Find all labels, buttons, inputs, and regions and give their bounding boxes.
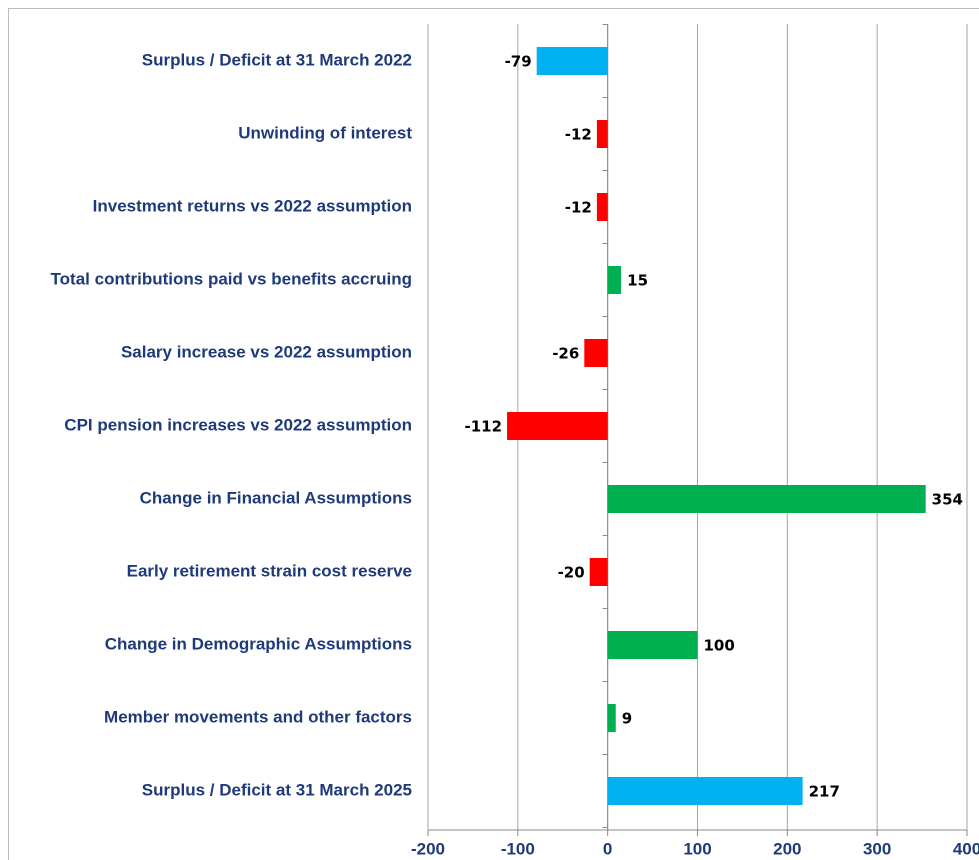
bar: [596, 193, 608, 221]
bar: [584, 339, 608, 367]
data-label: 100: [704, 637, 735, 655]
bar: [607, 777, 803, 805]
y-tick-label: Unwinding of interest: [238, 123, 412, 142]
y-tick-label: Early retirement strain cost reserve: [127, 561, 412, 580]
y-tick-label: CPI pension increases vs 2022 assumption: [64, 415, 412, 434]
y-tick-label: Change in Financial Assumptions: [140, 488, 412, 507]
x-tick-label: 400: [953, 839, 979, 858]
data-label: 9: [622, 710, 632, 728]
data-label: 354: [932, 491, 963, 509]
data-label: -26: [552, 345, 579, 363]
x-tick-label: 0: [603, 839, 612, 858]
data-label: -112: [465, 418, 503, 436]
data-label: -12: [565, 199, 592, 217]
chart-frame: [8, 8, 979, 860]
data-label: -20: [558, 564, 585, 582]
bar: [589, 558, 608, 586]
data-label: -12: [565, 126, 592, 144]
x-tick-label: -100: [501, 839, 535, 858]
bar: [507, 412, 608, 440]
bar: [536, 47, 608, 75]
y-tick-label: Change in Demographic Assumptions: [105, 634, 412, 653]
bar: [607, 485, 926, 513]
bar: [607, 704, 616, 732]
data-label: 15: [627, 272, 648, 290]
data-label: 217: [809, 783, 840, 801]
x-tick-label: 300: [863, 839, 891, 858]
data-label: -79: [505, 53, 532, 71]
y-tick-label: Salary increase vs 2022 assumption: [121, 342, 412, 361]
x-tick-label: 100: [683, 839, 711, 858]
bar: [596, 120, 608, 148]
y-tick-label: Surplus / Deficit at 31 March 2022: [142, 50, 412, 69]
bar: [607, 266, 622, 294]
x-tick-label: 200: [773, 839, 801, 858]
x-tick-label: -200: [411, 839, 445, 858]
bar: [607, 631, 698, 659]
y-tick-label: Surplus / Deficit at 31 March 2025: [142, 780, 412, 799]
y-tick-label: Investment returns vs 2022 assumption: [93, 196, 412, 215]
y-tick-label: Total contributions paid vs benefits acc…: [51, 269, 412, 288]
y-tick-label: Member movements and other factors: [104, 707, 412, 726]
